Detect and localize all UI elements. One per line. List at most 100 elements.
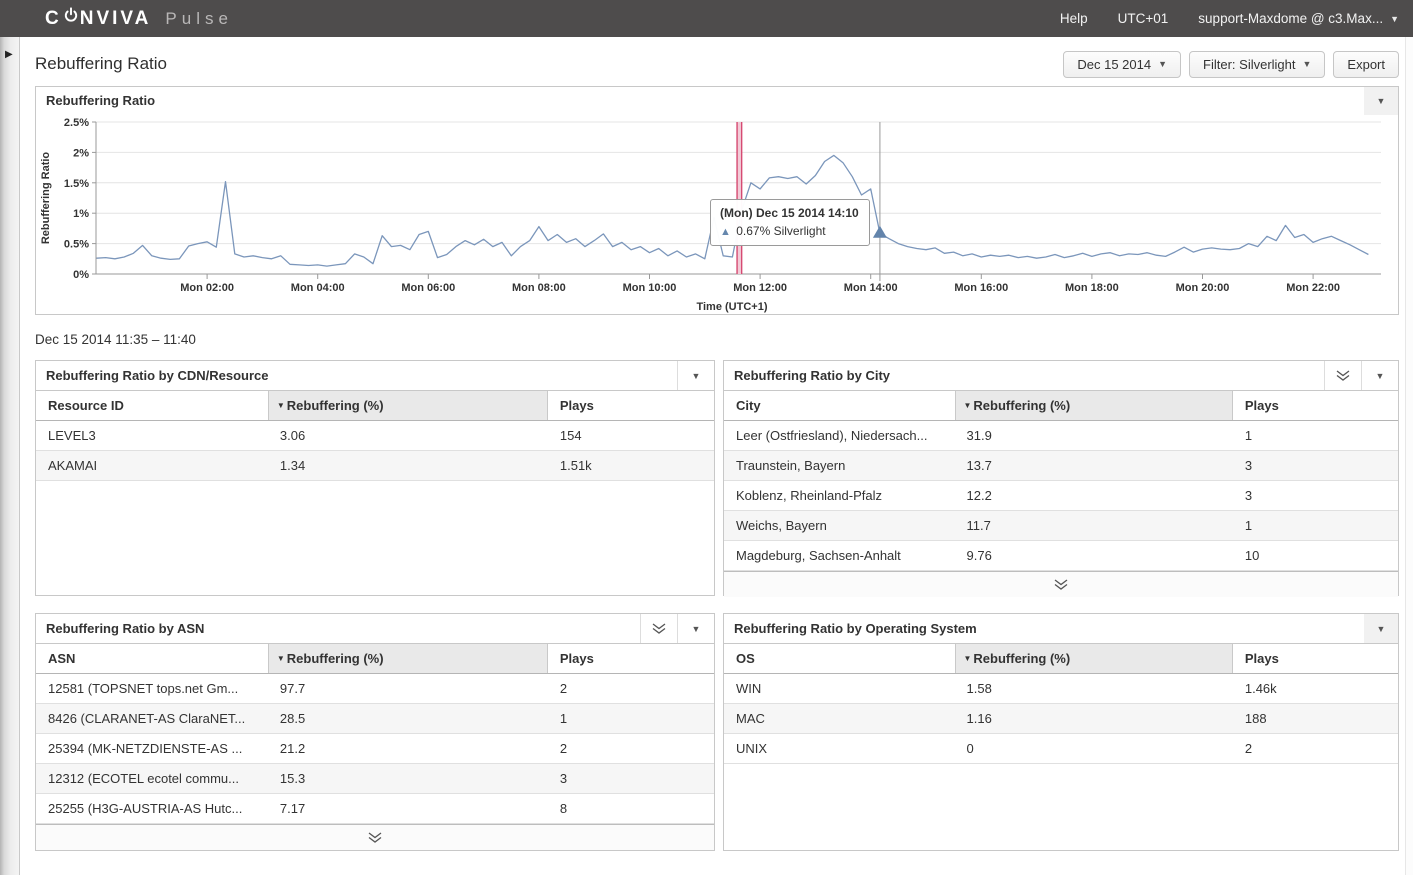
sort-desc-icon: ▼ xyxy=(276,654,285,663)
sidebar-expand-icon[interactable]: ▶ xyxy=(5,49,13,60)
y-tick-label: 2% xyxy=(73,147,89,159)
table-cell: 2 xyxy=(559,741,568,756)
column-header-asn[interactable]: ASN xyxy=(36,644,268,673)
chevron-down-icon: ▼ xyxy=(1376,623,1386,634)
panel-buttons: ▼ xyxy=(1364,614,1398,643)
breakdown-tables: Rebuffering Ratio by CDN/Resource ▼ Resour… xyxy=(35,360,1399,851)
power-o-icon xyxy=(63,7,79,30)
y-tick-label: 0.5% xyxy=(64,239,89,251)
filter-button[interactable]: Filter: Silverlight ▼ xyxy=(1189,50,1326,78)
chart-series-line[interactable] xyxy=(96,154,1369,267)
series-marker-icon: ▲ xyxy=(720,226,731,238)
chevron-down-icon: ▼ xyxy=(1158,59,1168,69)
rebuffering-ratio-chart[interactable]: 0% 0.5% 1% 1.5% 2% 2.5% Mon 02:00 Mon 04:00 Mon … xyxy=(36,113,1398,316)
x-tick-label: Mon 10:00 xyxy=(623,282,677,294)
panel-title-bar: Rebuffering Ratio by ASN ▼ xyxy=(36,614,714,644)
chevron-down-icon: ▼ xyxy=(1390,13,1399,24)
table-row[interactable]: 25255 (H3G-AUSTRIA-AS Hutc... 7.17 8 xyxy=(36,794,714,824)
double-chevron-down-icon xyxy=(1336,370,1350,381)
table-row[interactable]: 12581 (TOPSNET tops.net Gm... 97.7 2 xyxy=(36,674,714,704)
table-row[interactable]: MAC 1.16 188 xyxy=(724,704,1398,734)
table-cell: 25394 (MK-NETZDIENSTE-AS ... xyxy=(48,741,243,756)
panel-buttons: ▼ xyxy=(677,361,714,390)
logo-text-rest: NVIVA xyxy=(79,7,152,29)
table-cell: 3 xyxy=(1244,458,1253,473)
column-header-label: Rebuffering (%) xyxy=(973,398,1071,413)
table-cell: 11.7 xyxy=(966,518,991,533)
panel-menu-button[interactable]: ▼ xyxy=(677,361,714,390)
x-axis-title: Time (UTC+1) xyxy=(696,301,767,313)
table-panel-1: Rebuffering Ratio by CDN/Resource ▼ Resour… xyxy=(35,360,715,596)
table-cell: 28.5 xyxy=(279,711,306,726)
sort-desc-icon: ▼ xyxy=(276,401,285,410)
table-row[interactable]: 8426 (CLARANET-AS ClaraNET... 28.5 1 xyxy=(36,704,714,734)
column-header-resource-id[interactable]: Resource ID xyxy=(36,391,268,420)
double-chevron-down-icon xyxy=(1054,579,1068,590)
panel-menu-button[interactable]: ▼ xyxy=(1364,614,1398,643)
table-row[interactable]: Koblenz, Rheinland-Pfalz 12.2 3 xyxy=(724,481,1398,511)
date-range-button[interactable]: Dec 15 2014 ▼ xyxy=(1063,50,1182,78)
x-tick-label: Mon 02:00 xyxy=(180,282,234,294)
table-row[interactable]: UNIX 0 2 xyxy=(724,734,1398,764)
scrollbar-track[interactable] xyxy=(1405,37,1413,875)
x-tick-label: Mon 22:00 xyxy=(1286,282,1340,294)
table-cell: 1 xyxy=(559,711,568,726)
x-tick-label: Mon 14:00 xyxy=(844,282,898,294)
conviva-logo[interactable]: C NVIVA Pulse xyxy=(45,7,233,30)
table-cell: 2 xyxy=(559,681,568,696)
y-tick-label: 2.5% xyxy=(64,117,89,129)
table-row[interactable]: Magdeburg, Sachsen-Anhalt 9.76 10 xyxy=(724,541,1398,571)
column-header-label: Rebuffering (%) xyxy=(973,651,1071,666)
table-cell: 2 xyxy=(1244,741,1253,756)
chevron-down-icon: ▼ xyxy=(1375,370,1385,381)
table-row[interactable]: AKAMAI 1.34 1.51k xyxy=(36,451,714,481)
page-title: Rebuffering Ratio xyxy=(35,54,167,73)
y-axis-title: Rebuffering Ratio xyxy=(40,152,52,245)
expand-button[interactable] xyxy=(1324,361,1361,390)
table-cell: MAC xyxy=(736,711,765,726)
panel-menu-button[interactable]: ▼ xyxy=(1361,361,1398,390)
series-marker-icon xyxy=(872,225,887,238)
chart-panel-menu-button[interactable]: ▼ xyxy=(1364,87,1398,115)
export-button[interactable]: Export xyxy=(1333,50,1399,78)
column-header-rebuffering-[interactable]: ▼ Rebuffering (%) xyxy=(267,644,548,673)
table-panel-4: Rebuffering Ratio by Operating System ▼ OS… xyxy=(723,613,1399,851)
panel-menu-button[interactable]: ▼ xyxy=(677,614,714,643)
expand-button[interactable] xyxy=(640,614,677,643)
table-row[interactable]: LEVEL3 3.06 154 xyxy=(36,421,714,451)
column-header-plays[interactable]: Plays xyxy=(548,644,714,673)
column-header-label: OS xyxy=(736,651,755,666)
table-row[interactable]: Leer (Ostfriesland), Niedersach... 31.9 1 xyxy=(724,421,1398,451)
table-row[interactable]: Weichs, Bayern 11.7 1 xyxy=(724,511,1398,541)
help-link[interactable]: Help xyxy=(1059,11,1088,26)
table-cell: 9.76 xyxy=(966,548,992,563)
column-header-rebuffering-[interactable]: ▼ Rebuffering (%) xyxy=(954,644,1233,673)
column-header-os[interactable]: OS xyxy=(724,644,955,673)
column-header-city[interactable]: City xyxy=(724,391,955,420)
filter-label: Filter: Silverlight xyxy=(1203,56,1296,72)
table-row[interactable]: Traunstein, Bayern 13.7 3 xyxy=(724,451,1398,481)
table-row[interactable]: 25394 (MK-NETZDIENSTE-AS ... 21.2 2 xyxy=(36,734,714,764)
table-row[interactable]: WIN 1.58 1.46k xyxy=(724,674,1398,704)
table-cell: Traunstein, Bayern xyxy=(736,458,846,473)
column-header-plays[interactable]: Plays xyxy=(548,391,714,420)
column-header-rebuffering-[interactable]: ▼ Rebuffering (%) xyxy=(954,391,1233,420)
panel-title-bar: Rebuffering Ratio by CDN/Resource ▼ xyxy=(36,361,714,391)
panel-buttons: ▼ xyxy=(1324,361,1398,390)
column-header-rebuffering-[interactable]: ▼ Rebuffering (%) xyxy=(267,391,548,420)
table-cell: LEVEL3 xyxy=(48,428,96,443)
column-header-label: Plays xyxy=(559,651,594,666)
timezone-label[interactable]: UTC+01 xyxy=(1117,11,1169,26)
account-label: support-Maxdome @ c3.Max... xyxy=(1198,11,1384,26)
table-row[interactable]: 12312 (ECOTEL ecotel commu... 15.3 3 xyxy=(36,764,714,794)
chevron-down-icon: ▼ xyxy=(691,623,701,634)
table-cell: Weichs, Bayern xyxy=(736,518,827,533)
column-header-plays[interactable]: Plays xyxy=(1233,644,1398,673)
show-more-button[interactable] xyxy=(724,571,1398,597)
table-cell: 10 xyxy=(1244,548,1260,563)
account-menu[interactable]: support-Maxdome @ c3.Max... ▼ xyxy=(1198,11,1399,26)
table-header-row: OS ▼ Rebuffering (%) Plays xyxy=(724,644,1398,674)
column-header-plays[interactable]: Plays xyxy=(1233,391,1398,420)
show-more-button[interactable] xyxy=(36,824,714,850)
rebuffering-chart-panel: Rebuffering Ratio ▼ 0% 0.5% 1% 1.5% 2% 2.5% Mo… xyxy=(35,86,1399,315)
